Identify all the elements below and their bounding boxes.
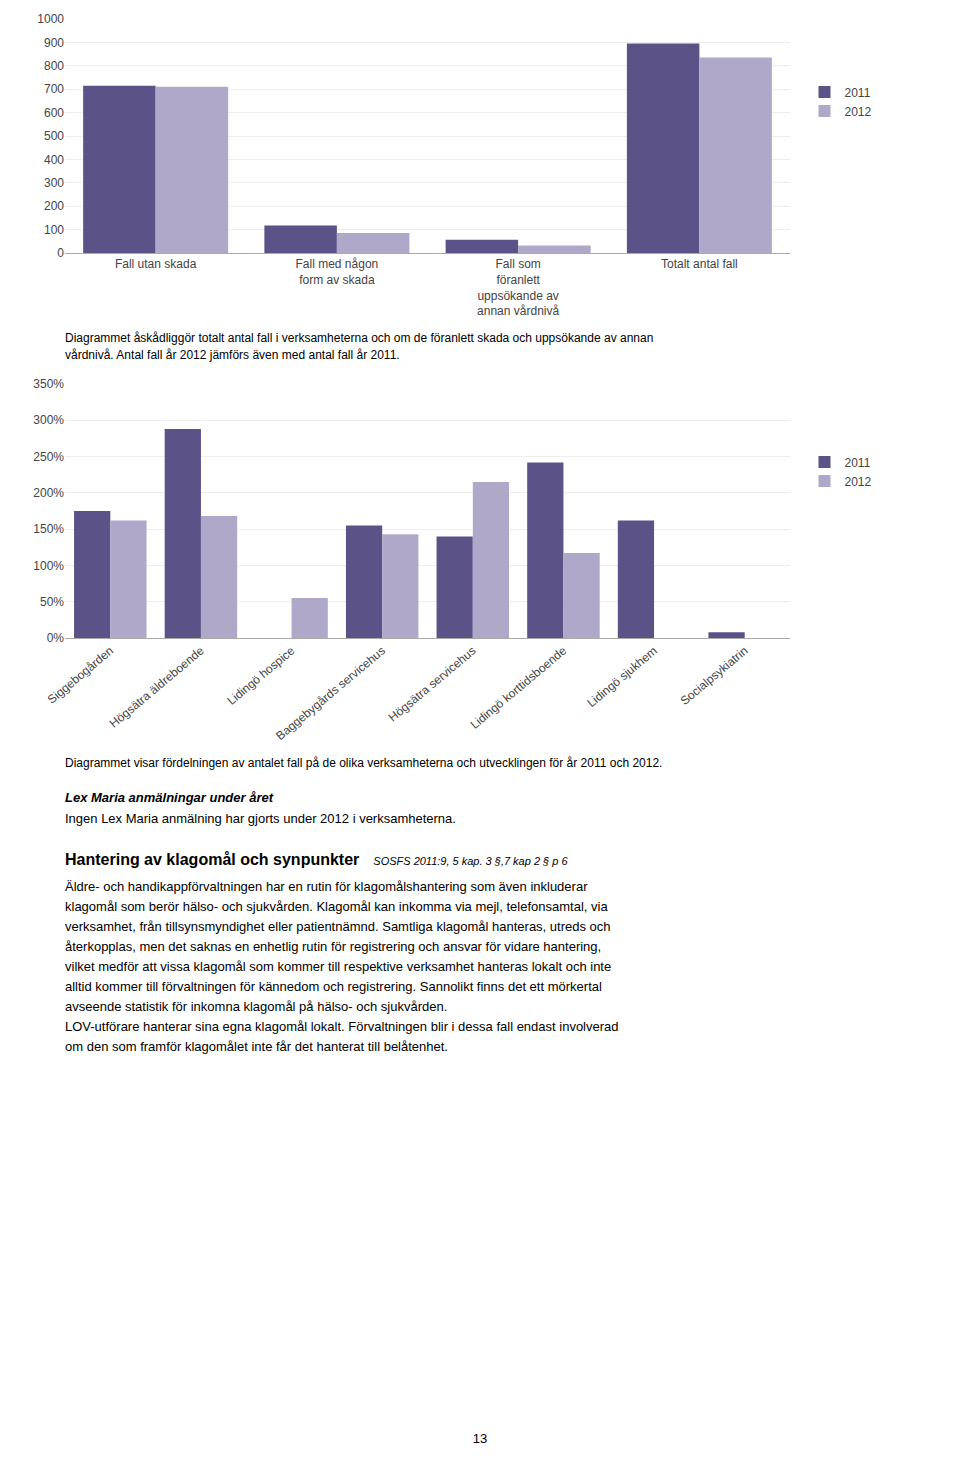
svg-text:0: 0 (57, 246, 64, 260)
svg-text:600: 600 (44, 106, 64, 120)
svg-text:100: 100 (44, 223, 64, 237)
svg-text:800: 800 (44, 59, 64, 73)
html-text:avseende statistik för inkomna: avseende statistik för inkomna klagomål … (65, 999, 448, 1015)
svg-text:Socialpsykiatrin: Socialpsykiatrin (678, 643, 751, 707)
svg-text:2012: 2012 (845, 474, 872, 488)
svg-text:0%: 0% (47, 631, 65, 645)
html-text:Hantering av klagomål och synp: Hantering av klagomål och synpunkter (65, 851, 360, 869)
html-text:Diagrammet åskådliggör totalt: Diagrammet åskådliggör totalt antal fall… (65, 331, 654, 363)
svg-text:2011: 2011 (845, 86, 871, 100)
html-text:återkopplas, men det saknas en: återkopplas, men det saknas en enhetlig … (65, 939, 602, 955)
html-text:alltid kommer till förvaltning: alltid kommer till förvaltningen för kän… (65, 979, 602, 995)
svg-text:150%: 150% (33, 522, 64, 536)
html-text:Äldre- och handikappförvaltnin: Äldre- och handikappförvaltningen har en… (65, 879, 588, 895)
svg-text:Siggebogården: Siggebogården (45, 643, 116, 706)
html-text:13: 13 (472, 1431, 488, 1446)
html-text:om den som framför klagomålet: om den som framför klagomålet inte får d… (65, 1039, 448, 1055)
svg-text:Baggebygårds servicehus: Baggebygårds servicehus (273, 643, 388, 742)
svg-text:250%: 250% (33, 450, 64, 464)
svg-text:Lidingö hospice: Lidingö hospice (224, 643, 297, 708)
svg-text:200%: 200% (33, 486, 64, 500)
svg-text:Högsätra äldreboende: Högsätra äldreboende (107, 643, 207, 730)
html-text:verksamhet, från tillsynsmyndi: verksamhet, från tillsynsmyndighet eller… (65, 919, 611, 935)
svg-text:400: 400 (44, 153, 64, 167)
svg-text:300: 300 (44, 176, 64, 190)
svg-text:2012: 2012 (845, 105, 872, 119)
svg-text:100%: 100% (33, 558, 64, 572)
svg-text:Högsätra servicehus: Högsätra servicehus (386, 643, 479, 724)
svg-text:50%: 50% (40, 595, 64, 609)
svg-text:500: 500 (44, 129, 64, 143)
html-text:LOV-utförare hanterar sina egn: LOV-utförare hanterar sina egna klagomål… (65, 1019, 619, 1035)
html-text:Ingen Lex Maria anmälning har: Ingen Lex Maria anmälning har gjorts und… (65, 811, 456, 827)
svg-text:300%: 300% (33, 413, 64, 427)
svg-text:200: 200 (44, 199, 64, 213)
html-text:SOSFS 2011:9, 5 kap. 3 §,7 kap: SOSFS 2011:9, 5 kap. 3 §,7 kap 2 § p 6 (373, 855, 568, 868)
html-text:vilket medför att vissa klagom: vilket medför att vissa klagomål som kom… (65, 959, 612, 975)
html-text:klagomål som berör hälso- och: klagomål som berör hälso- och sjukvården… (65, 899, 608, 915)
svg-text:Lidingö sjukhem: Lidingö sjukhem (584, 643, 659, 709)
svg-text:Totalt antal fall: Totalt antal fall (661, 257, 738, 271)
html-text:Lex Maria anmälningar under år: Lex Maria anmälningar under året (65, 790, 274, 806)
svg-text:1000: 1000 (37, 12, 64, 26)
svg-text:Fall med någonform av skada: Fall med någonform av skada (296, 257, 379, 287)
html-text:Diagrammet visar fördelningen: Diagrammet visar fördelningen av antalet… (65, 755, 663, 770)
svg-text:Fall utan skada: Fall utan skada (115, 257, 197, 271)
svg-text:700: 700 (44, 82, 64, 96)
svg-text:Lidingö korttidsboende: Lidingö korttidsboende (468, 643, 570, 732)
svg-text:Fall somföranlettuppsökande av: Fall somföranlettuppsökande avannan vård… (477, 257, 559, 318)
svg-text:900: 900 (44, 36, 64, 50)
svg-text:2011: 2011 (845, 455, 871, 469)
svg-text:350%: 350% (33, 377, 64, 391)
